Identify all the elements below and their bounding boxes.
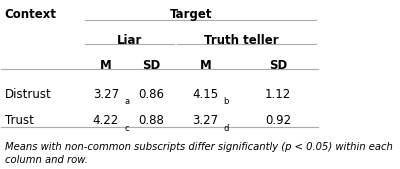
Text: 4.15: 4.15 (192, 88, 218, 101)
Text: 3.27: 3.27 (192, 114, 218, 127)
Text: 0.88: 0.88 (139, 114, 164, 127)
Text: SD: SD (142, 59, 161, 72)
Text: M: M (100, 59, 112, 72)
Text: Context: Context (4, 8, 56, 21)
Text: Liar: Liar (117, 34, 142, 47)
Text: Distrust: Distrust (4, 88, 51, 101)
Text: 3.27: 3.27 (93, 88, 119, 101)
Text: c: c (124, 124, 129, 133)
Text: 1.12: 1.12 (265, 88, 291, 101)
Text: 0.86: 0.86 (139, 88, 165, 101)
Text: SD: SD (269, 59, 287, 72)
Text: 4.22: 4.22 (93, 114, 119, 127)
Text: a: a (124, 97, 129, 106)
Text: Means with non-common subscripts differ significantly (p < 0.05) within each
col: Means with non-common subscripts differ … (4, 142, 392, 165)
Text: M: M (200, 59, 211, 72)
Text: b: b (224, 97, 229, 106)
Text: Target: Target (170, 8, 212, 21)
Text: 0.92: 0.92 (265, 114, 291, 127)
Text: Truth teller: Truth teller (204, 34, 279, 47)
Text: Trust: Trust (4, 114, 34, 127)
Text: d: d (224, 124, 229, 133)
